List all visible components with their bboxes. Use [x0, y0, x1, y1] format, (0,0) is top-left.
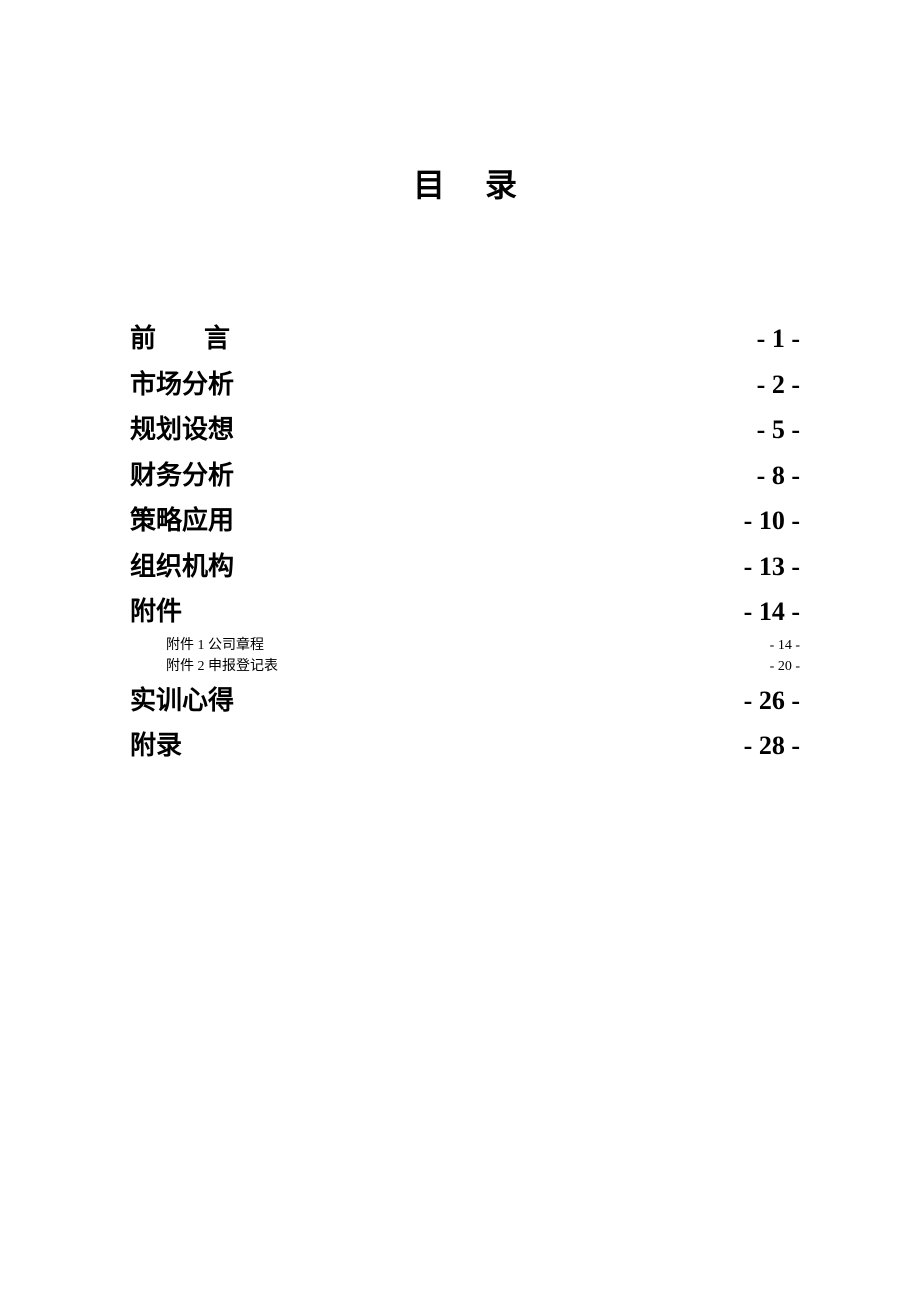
toc-entry-label: 策略应用 [130, 498, 234, 544]
toc-entry-page: - 2 - [757, 362, 800, 408]
toc-title: 目录 [130, 160, 800, 206]
toc-entry: 附件 - 14 - [130, 589, 800, 635]
toc-entry-page: - 28 - [744, 723, 800, 769]
toc-entry-label: 市场分析 [130, 362, 234, 408]
toc-entry: 策略应用 - 10 - [130, 498, 800, 544]
toc-entry-page: - 10 - [744, 498, 800, 544]
toc-entry-label: 前言 [130, 316, 278, 362]
toc-entry-page: - 14 - [744, 589, 800, 635]
toc-entry: 规划设想 - 5 - [130, 407, 800, 453]
document-page: 目录 前言- 1 -市场分析- 2 -规划设想- 5 -财务分析- 8 -策略应… [0, 0, 920, 769]
toc-entry: 前言 - 1 - [130, 316, 800, 362]
toc-entry-label: 附录 [130, 723, 182, 769]
toc-entry-label: 附件 1 公司章程 [166, 635, 264, 657]
toc-entry: 财务分析 - 8 - [130, 453, 800, 499]
toc-entry: 附件 2 申报登记表 - 20 - [130, 656, 800, 678]
toc-entry-label: 附件 [130, 589, 182, 635]
toc-entry-label: 规划设想 [130, 407, 234, 453]
toc-entry-page: - 14 - [770, 635, 800, 657]
toc-entry: 实训心得 - 26 - [130, 678, 800, 724]
toc-entry-page: - 26 - [744, 678, 800, 724]
toc-entry: 附录 - 28 - [130, 723, 800, 769]
toc-entry: 组织机构 - 13 - [130, 544, 800, 590]
toc-entry-page: - 8 - [757, 453, 800, 499]
toc-entry-page: - 5 - [757, 407, 800, 453]
toc-entry-page: - 20 - [770, 656, 800, 678]
toc-entry-label: 财务分析 [130, 453, 234, 499]
toc-entry-page: - 13 - [744, 544, 800, 590]
toc-entry-label: 实训心得 [130, 678, 234, 724]
toc-entry-label: 附件 2 申报登记表 [166, 656, 278, 678]
toc-entry: 市场分析 - 2 - [130, 362, 800, 408]
toc-list: 前言 - 1 - 市场分析 - 2 - 规划设想 - 5 - 财务分析 - 8 - 策略应用 - … [130, 316, 800, 769]
toc-entry-page: - 1 - [757, 316, 800, 362]
toc-entry-label: 组织机构 [130, 544, 234, 590]
toc-entry: 附件 1 公司章程 - 14 - [130, 635, 800, 657]
